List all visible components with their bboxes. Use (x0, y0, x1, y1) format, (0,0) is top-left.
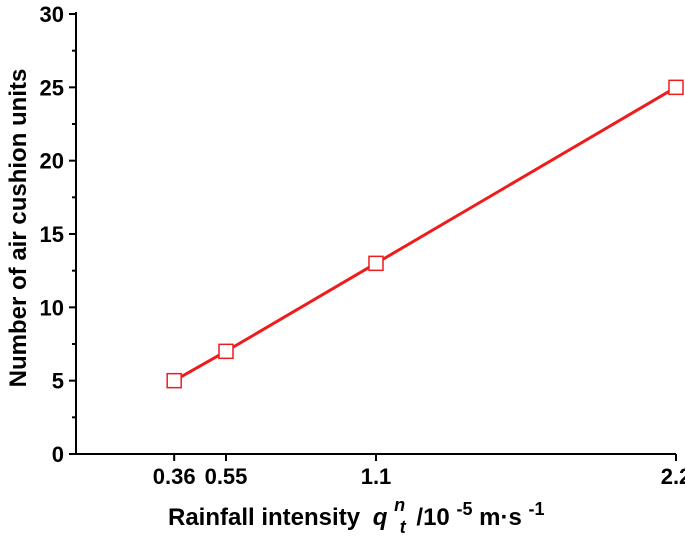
data-point-marker (368, 255, 384, 272)
y-tick-label: 0 (52, 442, 64, 467)
y-tick-label: 15 (40, 222, 64, 247)
y-tick-label: 10 (40, 295, 64, 320)
series-line (173, 86, 677, 382)
y-tick-label: 25 (40, 75, 64, 100)
x-tick-label: 0.55 (205, 464, 248, 489)
data-point-marker (218, 343, 234, 360)
axes (75, 12, 676, 455)
x-axis-unit-exp1: -5 (456, 499, 472, 519)
data-point-marker (668, 79, 684, 96)
x-axis-symbol-sub: t (400, 517, 407, 537)
y-tick-label: 30 (40, 2, 64, 27)
x-axis-unit-mid: m·s (479, 504, 522, 531)
x-axis-title-text: Rainfall intensity (168, 504, 361, 531)
series-layer (166, 79, 684, 389)
tick-labels: 0 5 10 15 20 25 30 0.36 0.55 1.1 2.2 (40, 2, 685, 489)
x-axis-symbol: q (373, 504, 388, 531)
x-axis-unit-exp2: -1 (529, 499, 545, 519)
x-axis-symbol-sup: n (394, 495, 405, 515)
tick-marks (69, 13, 677, 461)
x-tick-label: 2.2 (661, 464, 685, 489)
x-tick-label: 0.36 (153, 464, 196, 489)
x-axis-title: Rainfall intensity q n t /10 -5 m·s -1 (168, 490, 545, 538)
x-tick-label: 1.1 (361, 464, 392, 489)
x-axis-unit-prefix: /10 (416, 504, 449, 531)
y-tick-label: 5 (52, 369, 64, 394)
data-point-marker (166, 372, 182, 389)
y-tick-label: 20 (40, 149, 64, 174)
y-axis-title: Number of air cushion units (5, 69, 32, 388)
